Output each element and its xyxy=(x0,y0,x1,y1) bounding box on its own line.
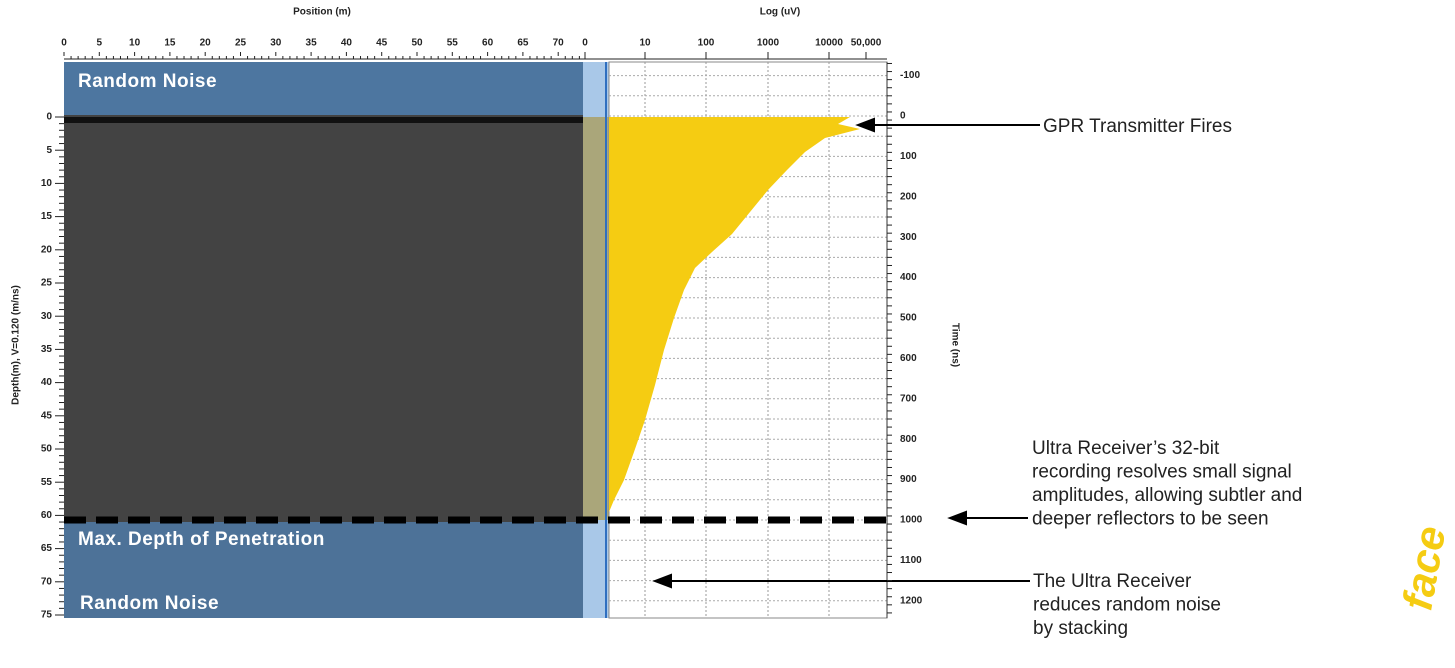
y2-tick-label: 900 xyxy=(900,474,917,485)
y2-tick-label: 1100 xyxy=(900,555,922,566)
y-tick-label: 5 xyxy=(46,145,52,156)
y2-tick-label: 1200 xyxy=(900,595,923,606)
x-tick-label: 5 xyxy=(97,38,103,49)
x-tick-label: 25 xyxy=(235,38,247,49)
y2-tick-label: 600 xyxy=(900,353,917,364)
y-tick-label: 65 xyxy=(41,543,53,554)
annotation-line: recording resolves small signal xyxy=(1032,462,1292,483)
x-tick-label: 65 xyxy=(517,38,529,49)
overlay-label: Max. Depth of Penetration xyxy=(78,529,325,550)
y-tick-label: 70 xyxy=(41,576,53,587)
x-tick-label: 20 xyxy=(200,38,212,49)
overlay-label: Random Noise xyxy=(80,593,219,614)
log-tick-label: 10000 xyxy=(815,38,843,49)
annotation-line: by stacking xyxy=(1033,618,1128,639)
y2-tick-label: 300 xyxy=(900,232,917,243)
direct-wave xyxy=(64,117,583,123)
corner-text: face xyxy=(1394,523,1455,614)
annotation: GPR Transmitter Fires xyxy=(1043,116,1232,137)
annotation-line: deeper reflectors to be seen xyxy=(1032,509,1269,530)
noise-zone xyxy=(64,62,583,115)
annotation-line: reduces random noise xyxy=(1033,595,1221,616)
log-tick-label: 100 xyxy=(698,38,715,49)
y-tick-label: 75 xyxy=(41,610,53,621)
axis-title: Log (uV) xyxy=(760,7,801,18)
y-tick-label: 35 xyxy=(41,344,53,355)
log-tick-label: 1000 xyxy=(757,38,780,49)
noise-zone xyxy=(64,522,583,618)
y2-tick-label: 0 xyxy=(900,111,906,122)
x-tick-label: 0 xyxy=(61,38,67,49)
y2-tick-label: 700 xyxy=(900,393,917,404)
y2-tick-label: 400 xyxy=(900,272,917,283)
axis-title: Time (ns) xyxy=(949,323,960,367)
x-tick-label: 10 xyxy=(129,38,141,49)
log-tick-label: 50,000 xyxy=(851,38,882,49)
log-tick-label: 0 xyxy=(582,38,588,49)
y-tick-label: 50 xyxy=(41,444,53,455)
y-tick-label: 60 xyxy=(41,510,53,521)
y-tick-label: 30 xyxy=(41,311,53,322)
x-tick-label: 30 xyxy=(270,38,282,49)
y-tick-label: 40 xyxy=(41,377,53,388)
y-tick-label: 15 xyxy=(41,211,53,222)
strip xyxy=(583,520,609,618)
strip xyxy=(583,117,609,520)
axis-title: Depth(m), V=0.120 (m/ns) xyxy=(11,285,22,405)
y2-tick-label: 200 xyxy=(900,191,917,202)
annotation-line: amplitudes, allowing subtler and xyxy=(1032,485,1302,506)
axis-title: Position (m) xyxy=(293,7,351,18)
strip xyxy=(583,62,609,117)
y-tick-label: 0 xyxy=(46,112,52,123)
y-tick-label: 20 xyxy=(41,244,53,255)
log-tick-label: 10 xyxy=(639,38,651,49)
y2-tick-label: 1000 xyxy=(900,515,923,526)
x-tick-label: 15 xyxy=(164,38,176,49)
annotation-line: Ultra Receiver’s 32-bit xyxy=(1032,438,1220,459)
amplitude-envelope xyxy=(609,117,860,512)
y2-tick-label: 500 xyxy=(900,313,917,324)
y2-tick-label: 800 xyxy=(900,434,917,445)
x-tick-label: 45 xyxy=(376,38,388,49)
x-tick-label: 70 xyxy=(553,38,565,49)
x-tick-label: 55 xyxy=(447,38,459,49)
y-tick-label: 45 xyxy=(41,410,53,421)
overlay-label: Random Noise xyxy=(78,71,217,92)
x-tick-label: 50 xyxy=(411,38,423,49)
x-tick-label: 35 xyxy=(306,38,318,49)
y2-tick-label: -100 xyxy=(900,70,920,81)
y-tick-label: 25 xyxy=(41,278,53,289)
arrows xyxy=(652,117,1040,589)
annotation-line: The Ultra Receiver xyxy=(1033,571,1192,592)
x-tick-label: 40 xyxy=(341,38,353,49)
y-tick-label: 55 xyxy=(41,477,53,488)
y2-tick-label: 100 xyxy=(900,151,917,162)
x-tick-label: 60 xyxy=(482,38,494,49)
y-tick-label: 10 xyxy=(41,178,53,189)
